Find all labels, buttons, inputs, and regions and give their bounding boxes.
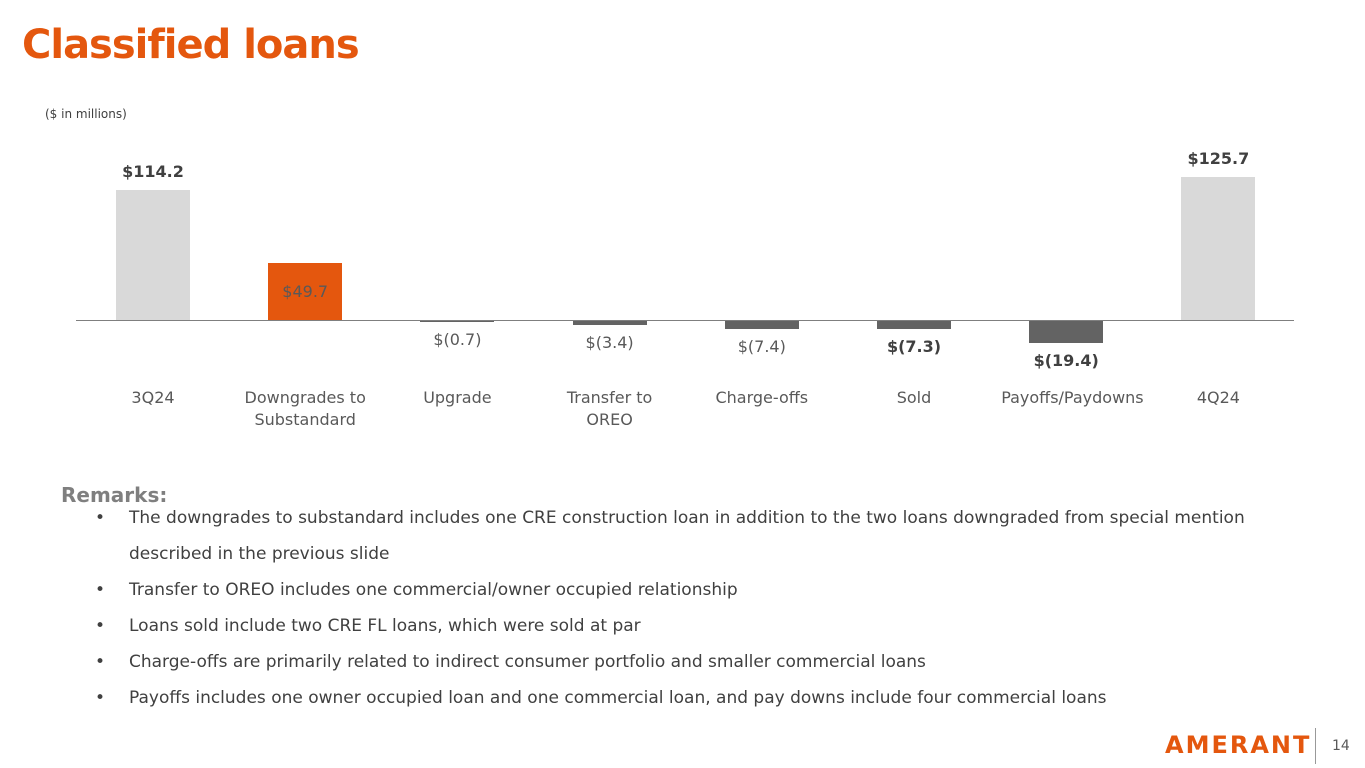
page-number: 14 — [1332, 738, 1350, 754]
value-label: $(7.3) — [886, 337, 942, 357]
value-label: $(3.4) — [585, 332, 634, 352]
value-label: $114.2 — [122, 161, 184, 181]
bar — [877, 321, 951, 330]
category-label: 4Q24 — [1196, 388, 1240, 407]
bar — [1029, 321, 1104, 344]
value-label: $125.7 — [1187, 148, 1250, 168]
value-label: $(7.4) — [737, 337, 786, 357]
bar — [572, 321, 647, 325]
remark-item: Loans sold include two CRE FL loans, whi… — [95, 608, 1275, 644]
slide-title: Classified loans — [22, 22, 360, 68]
separator — [1315, 728, 1316, 764]
bar — [724, 321, 799, 330]
remark-item: Charge-offs are primarily related to ind… — [95, 644, 1275, 680]
remarks-list: The downgrades to substandard includes o… — [95, 500, 1275, 716]
category-label: Upgrade — [423, 388, 492, 407]
remark-item: Transfer to OREO includes one commercial… — [95, 572, 1275, 608]
remark-item: Payoffs includes one owner occupied loan… — [95, 680, 1275, 716]
category-label: Sold — [896, 388, 932, 407]
baseline — [76, 320, 1294, 321]
bar — [420, 321, 495, 322]
value-label: $(0.7) — [433, 329, 482, 349]
category-label: Transfer to OREO — [566, 388, 653, 429]
chart-subtitle: ($ in millions) — [45, 107, 127, 121]
value-label: $49.7 — [282, 281, 329, 301]
bar — [1181, 176, 1256, 320]
value-label: $(19.4) — [1033, 351, 1099, 371]
logo: AMERANT — [1165, 731, 1312, 759]
category-label: Downgrades to Substandard — [244, 388, 366, 429]
category-label: Charge-offs — [715, 388, 809, 407]
category-label: 3Q24 — [131, 388, 175, 407]
remark-item: The downgrades to substandard includes o… — [95, 500, 1275, 572]
bar — [116, 189, 190, 320]
category-label: Payoffs/Paydowns — [1001, 388, 1144, 407]
bar — [268, 263, 343, 320]
